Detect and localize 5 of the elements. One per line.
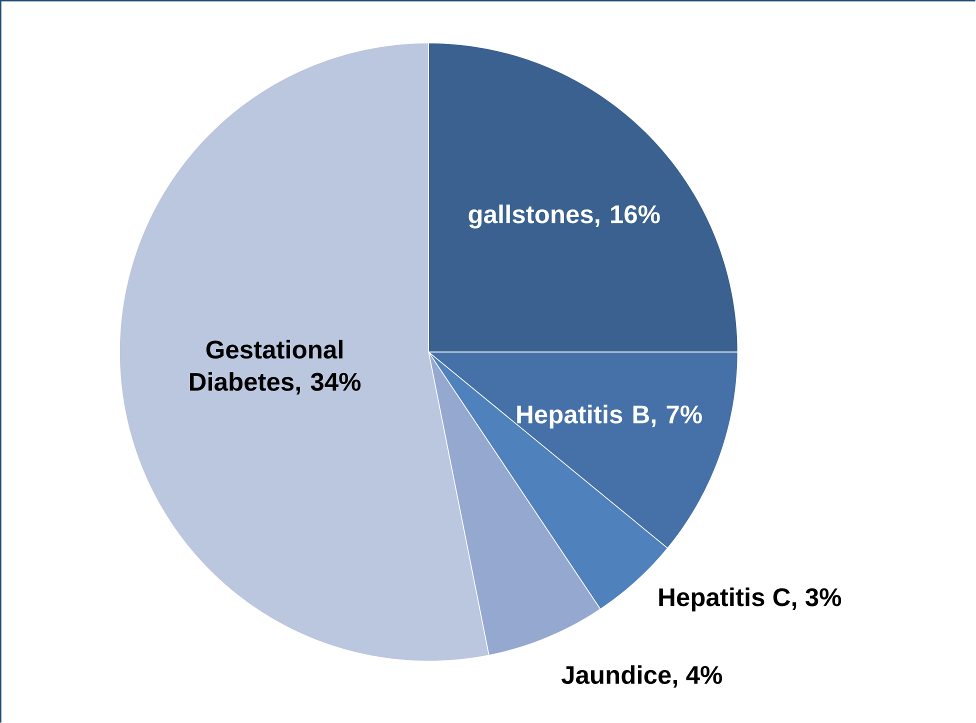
slice-label: gallstones, 16%	[468, 204, 660, 228]
slice-label: Jaundice, 4%	[561, 665, 722, 688]
slice-label: Gestational Diabetes, 34%	[190, 340, 361, 394]
slice-label: Hepatitis B, 7%	[517, 404, 702, 428]
slice-label: Hepatitis C, 3%	[659, 587, 842, 612]
